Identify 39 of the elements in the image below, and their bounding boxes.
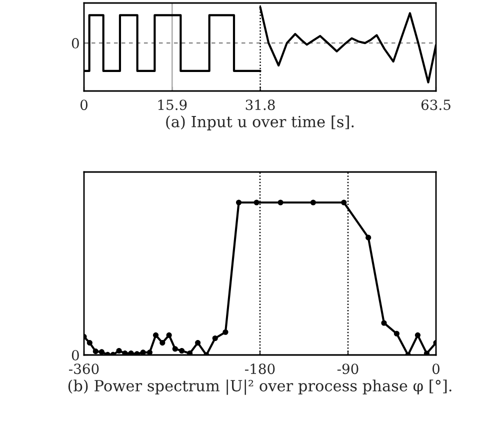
point [341, 200, 347, 206]
point [222, 329, 228, 335]
point [92, 348, 98, 354]
x-tick-label: 0 [432, 364, 440, 374]
point [212, 335, 218, 342]
point [172, 346, 178, 352]
point [86, 340, 92, 346]
point [310, 200, 316, 206]
point [278, 200, 284, 206]
x-axis-title: (b) Power spectrum |U|² over process phase φ [°]. [68, 380, 452, 395]
point [116, 348, 122, 354]
point [187, 350, 193, 355]
point [166, 332, 172, 338]
point [236, 200, 242, 206]
point [152, 332, 159, 338]
point [146, 350, 152, 355]
point [128, 350, 134, 355]
point [195, 340, 201, 346]
point [122, 350, 128, 355]
ref-line-label: 0 [72, 38, 79, 49]
point [98, 349, 104, 355]
point [366, 234, 372, 240]
x-tick-label: 31.8 [246, 100, 275, 110]
point [140, 350, 146, 355]
x-tick-label: -90 [337, 364, 358, 374]
ref-line-label: 0 [72, 350, 79, 360]
x-tick-label: 15.9 [158, 100, 187, 110]
point [254, 200, 260, 206]
point [160, 340, 166, 346]
point [394, 330, 400, 336]
x-tick-label: -360 [69, 364, 99, 374]
x-axis-title: (a) Input u over time [s]. [166, 116, 354, 130]
point [424, 350, 430, 355]
x-tick-label: 0 [80, 100, 88, 110]
point [414, 332, 420, 338]
point [381, 320, 387, 326]
point [179, 348, 185, 354]
x-tick-label: -180 [245, 364, 275, 374]
x-tick-label: 63.5 [421, 100, 450, 110]
